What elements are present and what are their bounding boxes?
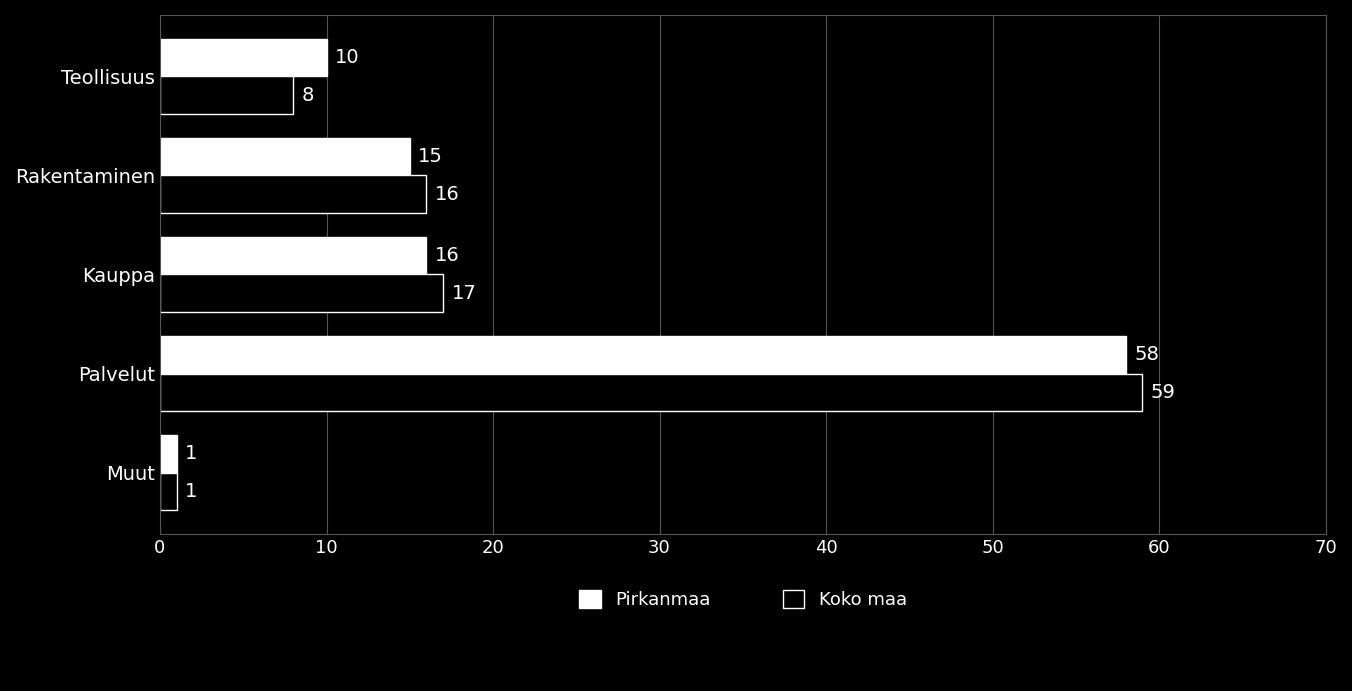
- Bar: [160, 473, 177, 511]
- Bar: [160, 374, 1142, 411]
- Text: 15: 15: [418, 147, 443, 166]
- Text: 16: 16: [435, 246, 460, 265]
- Bar: [160, 274, 443, 312]
- Bar: [160, 39, 326, 76]
- Text: 1: 1: [185, 482, 197, 501]
- Bar: [160, 237, 426, 274]
- Bar: [160, 336, 1126, 374]
- Legend: Pirkanmaa, Koko maa: Pirkanmaa, Koko maa: [569, 581, 915, 618]
- Bar: [160, 435, 177, 473]
- Text: 59: 59: [1151, 383, 1176, 402]
- Text: 17: 17: [452, 284, 476, 303]
- Bar: [160, 138, 410, 176]
- Bar: [160, 176, 426, 213]
- Bar: [160, 76, 293, 114]
- Text: 8: 8: [301, 86, 314, 104]
- Text: 1: 1: [185, 444, 197, 464]
- Text: 16: 16: [435, 184, 460, 204]
- Text: 10: 10: [335, 48, 360, 67]
- Text: 58: 58: [1134, 346, 1159, 364]
